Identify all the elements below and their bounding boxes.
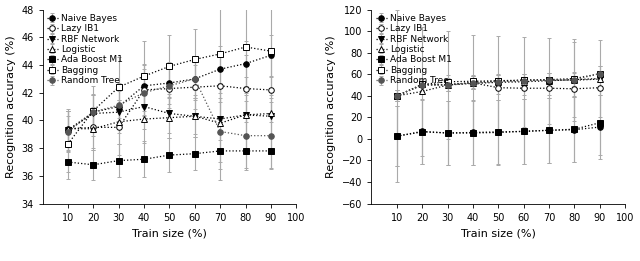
- Legend: Naive Bayes, Lazy IB1, RBF Network, Logistic, Ada Boost M1, Bagging, Random Tree: Naive Bayes, Lazy IB1, RBF Network, Logi…: [45, 12, 125, 87]
- Legend: Naive Bayes, Lazy IB1, RBF Network, Logistic, Ada Boost M1, Bagging, Random Tree: Naive Bayes, Lazy IB1, RBF Network, Logi…: [374, 12, 454, 87]
- X-axis label: Train size (%): Train size (%): [461, 228, 536, 238]
- Y-axis label: Recognition accuracy (%): Recognition accuracy (%): [6, 35, 15, 178]
- Y-axis label: Recognition accuracy (%): Recognition accuracy (%): [326, 35, 337, 178]
- X-axis label: Train size (%): Train size (%): [132, 228, 207, 238]
